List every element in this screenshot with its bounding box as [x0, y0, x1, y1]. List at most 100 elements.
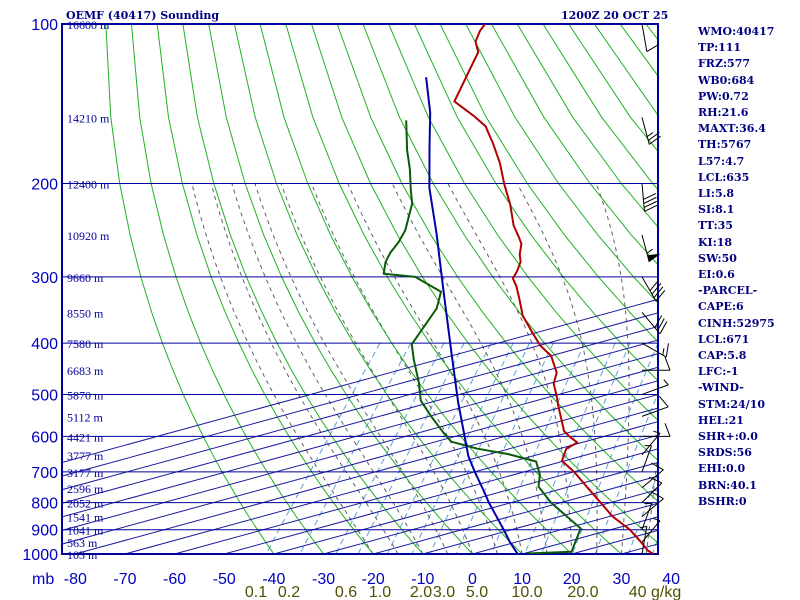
wind-barb-flag [658, 395, 669, 408]
wind-barb-shaft [641, 482, 663, 503]
wind-barb-shaft [641, 526, 648, 555]
wind-barb [641, 379, 669, 395]
wind-barb-shaft [641, 183, 645, 212]
pressure-tick-labels: 100 200 300 400 500 600 700 800 900 1000 [22, 17, 58, 564]
wind-barb-half-flag [653, 430, 661, 434]
wind-barb-flag [665, 343, 669, 358]
wind-barb [642, 423, 671, 437]
temperature-tick-label: 10 [513, 571, 531, 588]
index-line: TP:111 [698, 41, 742, 55]
wind-barb-shaft [641, 498, 664, 517]
wind-barb-flag [648, 135, 661, 145]
pressure-tick-label: 900 [31, 523, 58, 540]
frame-rect [61, 23, 659, 555]
wind-barb-half-flag [639, 525, 647, 529]
chart-timestamp: 1200Z 20 OCT 25 [561, 9, 669, 22]
index-line: L57:4.7 [698, 154, 745, 168]
wind-barb-flag [650, 491, 664, 500]
temperature-tick-labels: -80 -70 -60 -50 -40 -30 -20 -10 0 10 20 30 40 mb [32, 571, 680, 588]
temperature-tick-label: -50 [213, 571, 236, 588]
indices-panel: WMO:40417 TP:111 FRZ:577 WB0:684 PW:0.72 RH:2… [698, 24, 800, 510]
height-label: 7580 m [67, 337, 104, 351]
height-label: 2052 m [67, 497, 104, 511]
dry-adiabat-line [439, 24, 658, 343]
index-line: BRN:40.1 [698, 478, 757, 492]
height-label: 1041 m [67, 524, 104, 538]
wind-barb [641, 476, 663, 503]
wind-barb-flag [644, 204, 658, 212]
wind-barb [641, 395, 669, 417]
isotherm-line [62, 298, 658, 464]
index-line: LCL:671 [698, 332, 750, 346]
dry-adiabat-line [491, 24, 658, 266]
index-line: TH:5767 [698, 138, 752, 152]
dry-adiabat-line [105, 24, 275, 554]
wind-barb-shaft [641, 433, 661, 456]
wind-barb [641, 183, 658, 212]
wind-barb [642, 356, 671, 371]
index-line: FRZ:577 [698, 57, 751, 71]
profile-lines [382, 24, 654, 554]
pressure-tick-label: 700 [31, 465, 58, 482]
dry-adiabat-line [362, 24, 658, 462]
wind-barb-shaft [641, 503, 653, 530]
height-label: 1541 m [67, 511, 104, 525]
height-label: 6683 m [67, 364, 104, 378]
temperature-tick-label: -30 [312, 571, 335, 588]
wind-barb [641, 491, 664, 517]
wind-barb [641, 276, 666, 302]
index-line: CAP:5.8 [698, 349, 747, 363]
isotherm-line [62, 325, 658, 491]
index-line: EI:0.6 [698, 268, 735, 282]
wind-barb-flag [664, 423, 671, 437]
pressure-tick-label: 400 [31, 336, 58, 353]
wind-barb-flag [648, 476, 663, 484]
mixing-ratio-line [627, 471, 658, 554]
dry-adiabat-line [285, 24, 622, 554]
moist-adiabat-line [254, 183, 449, 554]
wind-barb-pennant [647, 253, 661, 262]
mixing-ratio-line [540, 342, 631, 554]
isotherm-line [62, 312, 658, 477]
temperature-tick-label: -80 [64, 571, 87, 588]
wind-barb [641, 342, 669, 358]
wind-barb-shaft [641, 117, 650, 145]
index-line: HEL:21 [698, 413, 744, 427]
wind-barb-half-flag [646, 248, 653, 254]
wind-barb [641, 234, 661, 263]
pressure-tick-label: 300 [31, 270, 58, 287]
wind-barb [641, 312, 668, 335]
height-labels: 16600 m 14210 m 12400 m 10920 m 9660 m 8550 m… [67, 18, 110, 562]
mixing-ratio-label: 0.6 [335, 584, 357, 600]
pressure-tick-label: 800 [31, 496, 58, 513]
moist-adiabat-line [191, 183, 374, 554]
wind-barb-half-flag [662, 348, 665, 356]
wind-barb-flag [647, 131, 660, 141]
wind-barb-shaft [641, 276, 657, 302]
parcel-line [425, 77, 519, 554]
wind-barb [641, 445, 653, 473]
chart-title: OEMF (40417) Sounding [66, 9, 220, 22]
isotherm-line [323, 461, 658, 554]
height-label: 3177 m [67, 466, 104, 480]
index-line: LCL:635 [698, 170, 750, 184]
wind-barb-half-flag [653, 517, 661, 522]
temperature-line [453, 24, 654, 554]
wind-barb-flag [651, 283, 662, 295]
temperature-tick-label: 20 [563, 571, 581, 588]
wind-barb-shaft [641, 445, 653, 473]
mixing-ratio-label: 1.0 [369, 584, 391, 600]
wind-barb-flag [643, 200, 657, 208]
pressure-tick-label: 600 [31, 429, 58, 446]
temperature-tick-label: 30 [613, 571, 631, 588]
index-line: RH:21.6 [698, 106, 749, 120]
mixing-ratio-label: 40 g/kg [629, 584, 681, 600]
mixing-ratio-label: 3.0 [433, 584, 455, 600]
moist-adiabat-line [645, 447, 658, 554]
plot-frame [61, 23, 659, 555]
isotherm-line [62, 366, 658, 531]
height-label: 2596 m [67, 482, 104, 496]
wind-barb [641, 502, 653, 530]
moist-adiabat-line [311, 183, 498, 554]
dry-adiabat-line [182, 24, 424, 554]
